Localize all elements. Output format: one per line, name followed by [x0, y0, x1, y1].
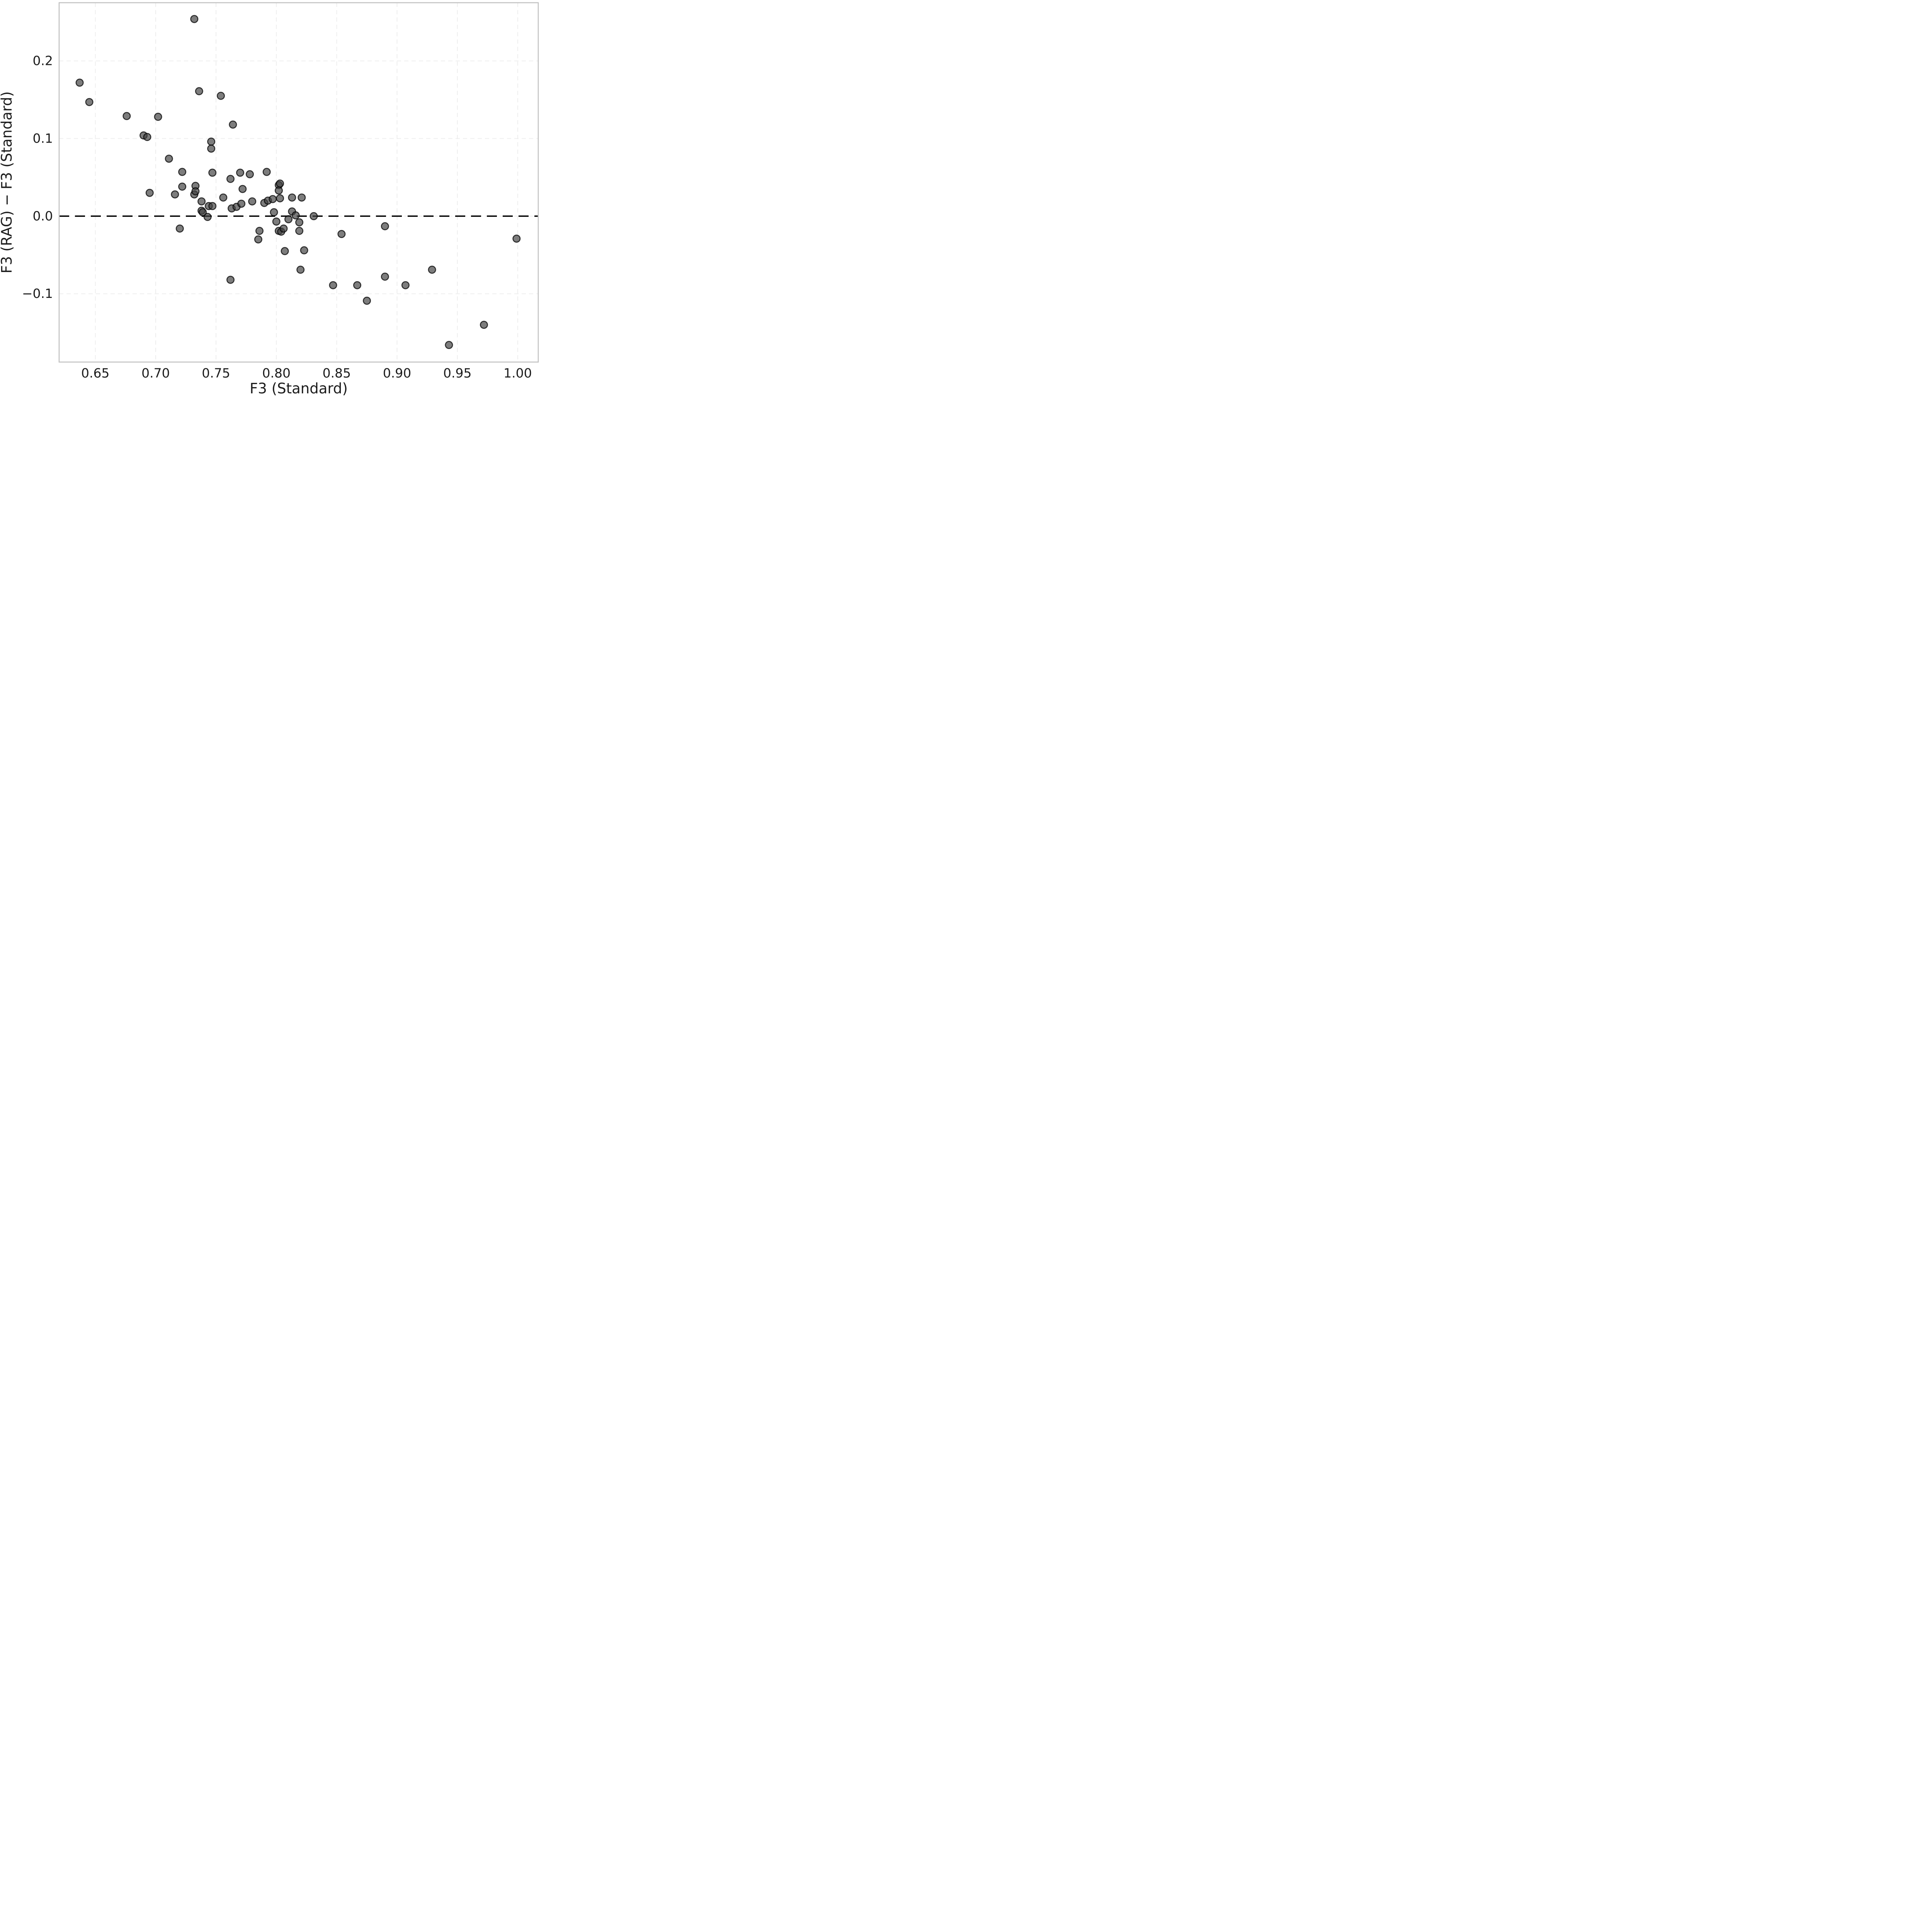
- data-point: [272, 217, 281, 226]
- x-tick-label: 1.00: [503, 366, 532, 381]
- data-point: [512, 235, 521, 243]
- data-point: [75, 78, 84, 87]
- data-point: [236, 168, 244, 177]
- data-point: [291, 211, 300, 219]
- data-point: [329, 281, 337, 289]
- data-point: [281, 247, 289, 255]
- data-point: [279, 224, 288, 233]
- data-point: [237, 199, 246, 208]
- gridlines: [59, 3, 538, 362]
- data-point: [199, 208, 207, 216]
- data-point: [226, 175, 235, 183]
- data-point: [310, 212, 318, 220]
- data-point: [207, 145, 216, 153]
- data-point: [262, 168, 271, 176]
- x-tick-label: 0.95: [443, 366, 471, 381]
- data-point: [226, 276, 235, 284]
- data-point: [254, 235, 262, 244]
- data-point: [300, 246, 308, 255]
- data-point: [401, 281, 410, 289]
- y-tick-label: 0.2: [33, 53, 53, 68]
- data-point: [216, 92, 225, 100]
- data-point: [195, 87, 203, 95]
- x-tick-label: 0.85: [323, 366, 351, 381]
- x-tick-label: 0.80: [262, 366, 290, 381]
- data-point: [178, 168, 187, 176]
- data-point: [381, 222, 389, 230]
- data-point: [245, 170, 254, 179]
- data-point: [122, 112, 131, 120]
- data-point: [381, 272, 389, 281]
- data-point: [207, 137, 216, 146]
- data-point: [270, 208, 278, 216]
- data-point: [143, 133, 151, 141]
- y-tick-label: 0.1: [33, 131, 53, 146]
- data-point: [445, 341, 453, 349]
- data-point: [274, 186, 283, 195]
- data-point: [248, 197, 257, 206]
- scatter-figure: 0.65 0.70 0.75 0.80 0.85 0.90 0.95 1.00 0.2 0.1 0…: [0, 0, 539, 402]
- data-point: [480, 321, 488, 329]
- data-point: [428, 265, 436, 274]
- data-point: [154, 112, 162, 121]
- data-point: [269, 195, 277, 203]
- data-point: [255, 226, 264, 235]
- data-point: [203, 213, 212, 221]
- plot-panel-border: [58, 2, 539, 363]
- data-points: [75, 15, 521, 349]
- data-point: [165, 155, 173, 163]
- data-point: [295, 226, 304, 235]
- data-point: [197, 197, 206, 206]
- x-tick-label: 0.90: [383, 366, 411, 381]
- data-point: [208, 168, 217, 177]
- data-point: [284, 215, 293, 223]
- data-point: [191, 187, 200, 196]
- data-point: [288, 193, 296, 202]
- x-axis-title: F3 (Standard): [250, 380, 348, 397]
- x-tick-label: 0.75: [202, 366, 230, 381]
- data-point: [362, 296, 371, 305]
- y-tick-label: 0.0: [33, 208, 53, 223]
- data-point: [178, 182, 187, 191]
- data-point: [190, 15, 199, 23]
- x-tick-label: 0.70: [141, 366, 170, 381]
- data-point: [171, 190, 179, 199]
- data-point: [298, 193, 306, 202]
- y-tick-label: −0.1: [22, 286, 53, 301]
- x-tick-label: 0.65: [81, 366, 109, 381]
- data-point: [276, 179, 284, 188]
- data-point: [208, 202, 217, 210]
- data-point: [337, 230, 346, 238]
- data-point: [145, 189, 154, 197]
- data-point: [175, 224, 184, 233]
- data-point: [85, 98, 94, 106]
- data-point: [353, 281, 361, 289]
- data-point: [219, 193, 228, 202]
- y-axis-title: F3 (RAG) − F3 (Standard): [0, 91, 15, 273]
- scatter-plot: 0.65 0.70 0.75 0.80 0.85 0.90 0.95 1.00 0.20.10…: [0, 2, 539, 397]
- data-point: [229, 120, 237, 129]
- x-axis-tick-labels: 0.65 0.70 0.75 0.80 0.85 0.90 0.95 1.00: [81, 366, 532, 381]
- y-axis-tick-labels: 0.2 0.1 0.0 −0.1: [22, 53, 53, 301]
- data-point: [295, 218, 304, 226]
- data-point: [238, 185, 247, 193]
- data-point: [296, 265, 305, 274]
- data-point: [276, 194, 284, 202]
